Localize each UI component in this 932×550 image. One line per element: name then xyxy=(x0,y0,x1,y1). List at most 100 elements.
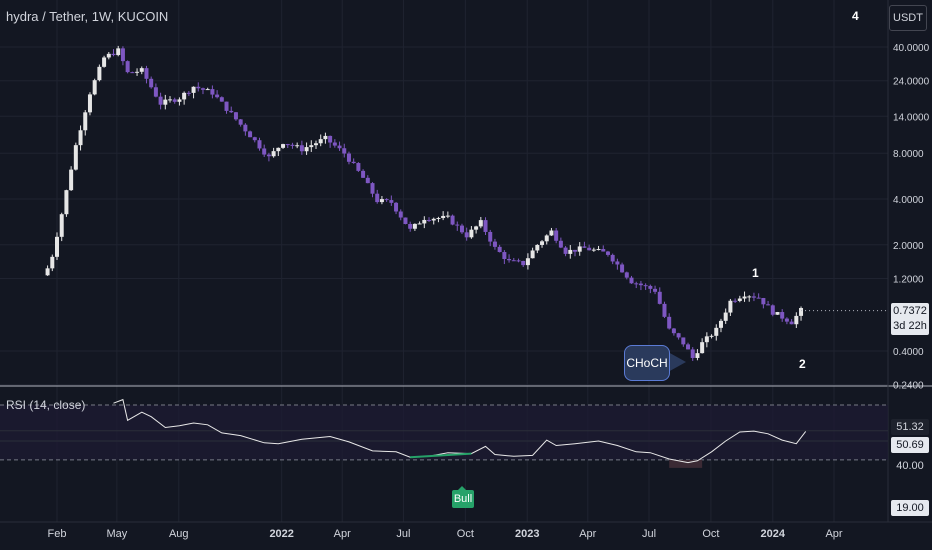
candle-down xyxy=(266,154,271,157)
candle-up xyxy=(549,230,554,236)
candle-down xyxy=(554,230,559,241)
candle-down xyxy=(328,135,333,143)
candle-down xyxy=(257,140,262,149)
candle-down xyxy=(563,247,568,254)
candle-up xyxy=(205,89,210,91)
time-tick-label: Jul xyxy=(642,528,656,540)
candle-down xyxy=(483,220,488,232)
candle-down xyxy=(629,277,634,284)
candle-up xyxy=(412,223,417,229)
candle-down xyxy=(262,148,267,155)
candle-down xyxy=(120,48,125,62)
candle-up xyxy=(309,145,314,148)
choch-label[interactable]: CHoCH xyxy=(624,345,670,381)
candle-up xyxy=(55,236,59,257)
candle-down xyxy=(620,264,625,273)
rsi-value-tag: 50.69 xyxy=(891,437,929,453)
candle-down xyxy=(238,119,243,125)
candle-down xyxy=(229,110,234,113)
price-tick-label: 0.4000 xyxy=(893,347,924,358)
candle-down xyxy=(573,249,577,252)
candle-down xyxy=(290,144,295,146)
candle-down xyxy=(582,246,587,248)
candle-up xyxy=(445,215,450,217)
candle-down xyxy=(638,283,643,286)
candle-up xyxy=(718,320,723,328)
price-tick-label: 14.0000 xyxy=(893,112,930,123)
candle-down xyxy=(361,170,366,178)
candle-down xyxy=(403,217,408,225)
candle-down xyxy=(610,254,615,262)
candle-down xyxy=(455,224,460,226)
candle-down xyxy=(464,232,469,238)
price-tick-label: 0.2400 xyxy=(893,381,924,392)
candle-down xyxy=(751,296,756,298)
candle-up xyxy=(775,312,780,315)
rsi-oversold-tag: 19.00 xyxy=(891,500,929,516)
candle-down xyxy=(780,312,785,319)
candle-down xyxy=(761,298,766,305)
last-price-value: 0.7372 xyxy=(893,305,927,317)
candle-up xyxy=(276,147,281,152)
price-tick-label: 1.2000 xyxy=(893,274,924,285)
candle-down xyxy=(125,61,130,73)
candle-up xyxy=(50,256,55,269)
currency-button[interactable]: USDT xyxy=(889,5,927,31)
wave-count-label: 4 xyxy=(852,9,859,23)
wave-label-1: 1 xyxy=(752,266,759,280)
candle-up xyxy=(177,99,182,102)
candle-down xyxy=(219,97,224,102)
rsi-indicator-label[interactable]: RSI (14, close) xyxy=(6,398,86,412)
candle-up xyxy=(73,145,78,170)
candle-up xyxy=(474,226,479,230)
candle-down xyxy=(149,78,154,88)
candle-up xyxy=(281,144,286,148)
candle-up xyxy=(314,143,318,146)
candle-up xyxy=(422,219,427,224)
candle-up xyxy=(742,296,747,299)
rsi-line xyxy=(113,398,807,464)
candle-down xyxy=(351,161,356,164)
choch-pointer xyxy=(668,352,686,372)
candle-up xyxy=(271,151,276,157)
symbol-title[interactable]: hydra / Tether, 1W, KUCOIN xyxy=(6,9,169,24)
candle-down xyxy=(285,144,290,146)
candle-down xyxy=(196,86,201,89)
candle-down xyxy=(615,261,620,265)
bull-divergence-label[interactable]: Bull xyxy=(452,490,474,508)
candle-down xyxy=(587,247,592,251)
candle-up xyxy=(591,249,596,251)
candle-down xyxy=(667,316,672,329)
candle-up xyxy=(441,215,446,219)
price-tick-label: 2.0000 xyxy=(893,241,924,252)
candle-down xyxy=(299,145,304,152)
candle-down xyxy=(643,285,648,287)
last-price-tag: 0.7372 3d 22h xyxy=(891,303,929,335)
candle-down xyxy=(158,96,163,105)
price-tick-label: 4.0000 xyxy=(893,195,924,206)
candle-up xyxy=(723,312,728,321)
candle-up xyxy=(102,57,107,67)
candle-down xyxy=(332,142,337,146)
candle-down xyxy=(450,215,455,225)
wave-label-2: 2 xyxy=(799,357,806,371)
candle-up xyxy=(59,214,64,237)
candle-down xyxy=(384,199,389,201)
candle-up xyxy=(182,92,187,100)
candle-down xyxy=(492,241,497,247)
time-tick-label: Apr xyxy=(334,528,351,540)
candle-down xyxy=(662,303,667,317)
candle-down xyxy=(346,153,351,162)
candle-up xyxy=(596,249,601,251)
candle-down xyxy=(389,200,394,203)
bar-countdown: 3d 22h xyxy=(893,320,927,332)
candle-up xyxy=(568,249,573,254)
candle-up xyxy=(139,68,144,72)
candle-up xyxy=(323,135,328,140)
candle-down xyxy=(200,88,205,90)
candle-up xyxy=(295,145,300,147)
candle-down xyxy=(356,163,361,171)
bull-pointer xyxy=(457,486,467,491)
candle-down xyxy=(153,87,158,97)
